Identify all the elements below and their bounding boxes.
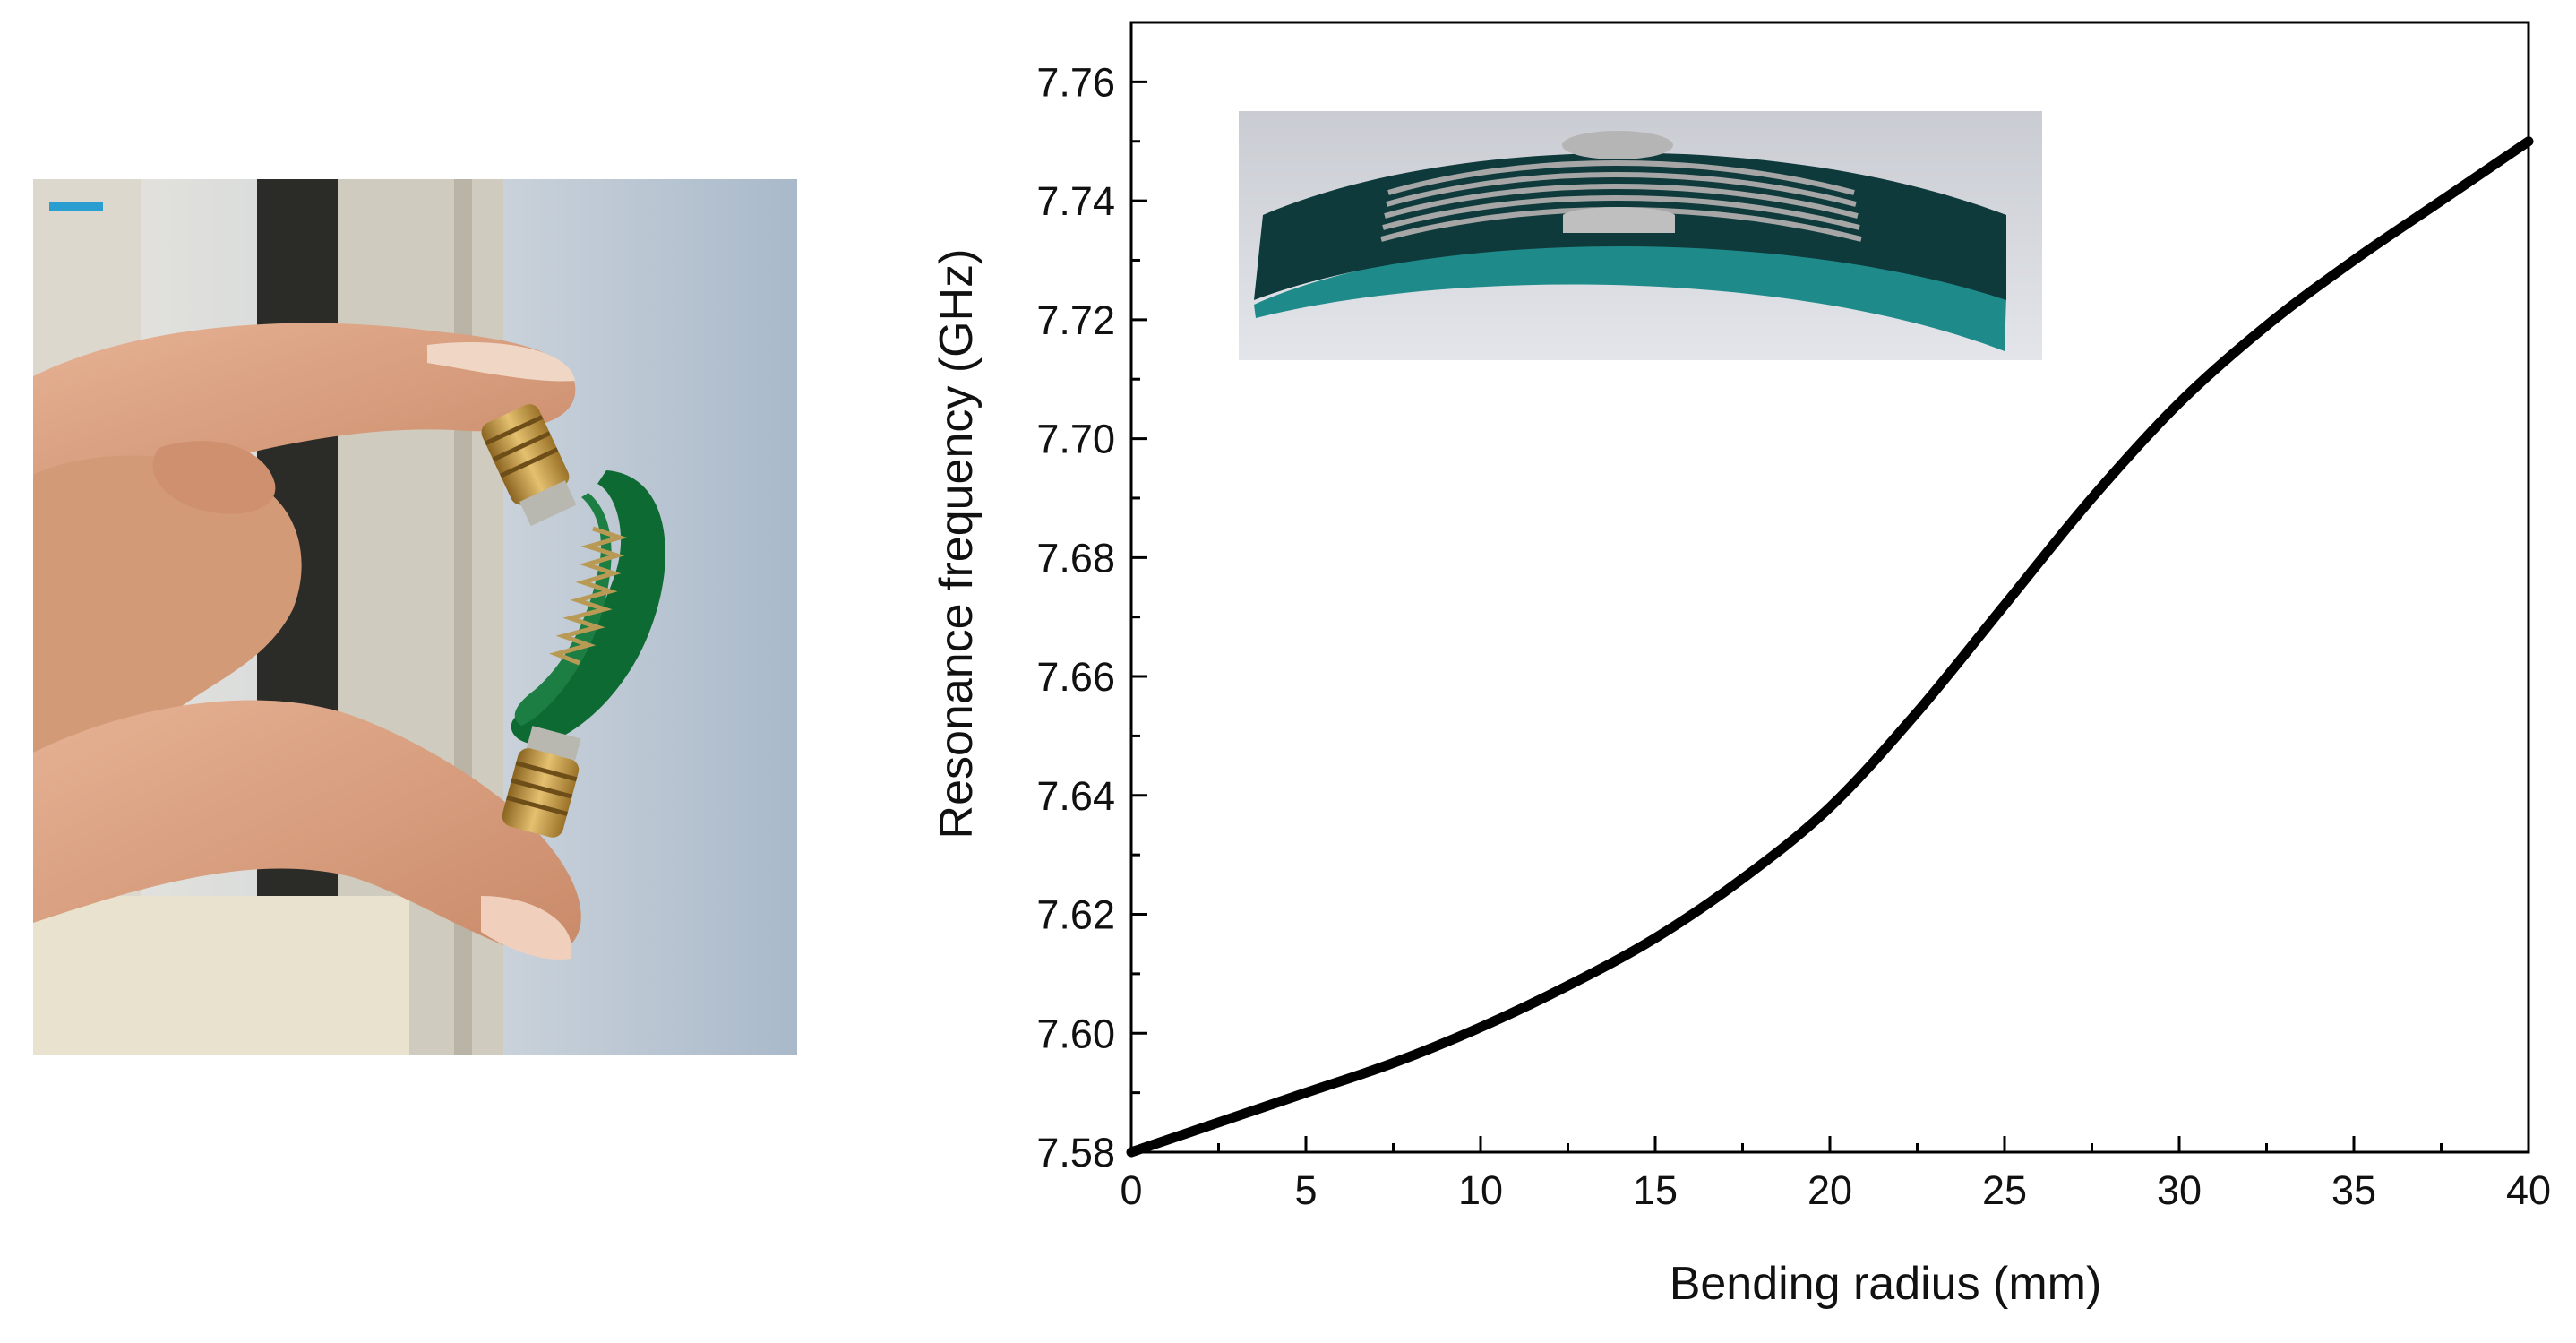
x-axis-ticks: 0 5 10 15 20 25 30 35 40 — [1120, 1136, 2551, 1213]
x-tick-label: 30 — [2157, 1167, 2202, 1213]
y-tick-label: 7.66 — [1036, 654, 1115, 700]
series-line — [1126, 136, 2534, 1158]
x-tick-label: 35 — [2331, 1167, 2376, 1213]
inset-center-pad — [1563, 207, 1675, 233]
y-axis-ticks: 7.58 7.60 7.62 7.64 7.66 7.68 7.70 7.72 7.74 7.76 — [1036, 21, 1147, 1175]
inset-top-pad — [1562, 131, 1673, 159]
top-connector-icon — [481, 404, 577, 527]
hand-holding-sensor-illustration — [33, 179, 797, 1055]
x-tick-label: 20 — [1807, 1167, 1852, 1213]
y-tick-label: 7.74 — [1036, 178, 1115, 224]
x-tick-label: 5 — [1294, 1167, 1317, 1213]
series-layer — [1126, 136, 2534, 1158]
thumb — [33, 700, 581, 955]
inset-metal-traces — [1380, 160, 1862, 242]
x-tick-label: 10 — [1458, 1167, 1503, 1213]
x-tick-label: 25 — [1982, 1167, 2027, 1213]
y-tick-label: 7.60 — [1036, 1011, 1115, 1056]
y-tick-label: 7.58 — [1036, 1130, 1115, 1175]
printed-circuit-pattern — [549, 526, 628, 666]
x-tick-label: 40 — [2506, 1167, 2551, 1213]
sensor-photo — [33, 179, 797, 1055]
flexible-sensor-icon — [511, 470, 665, 745]
x-tick-label: 15 — [1633, 1167, 1678, 1213]
y-tick-label: 7.70 — [1036, 417, 1115, 462]
palm — [33, 455, 302, 771]
bottom-connector-icon — [502, 726, 581, 838]
y-tick-label: 7.64 — [1036, 773, 1115, 819]
y-tick-label: 7.62 — [1036, 892, 1115, 938]
y-tick-label: 7.72 — [1036, 297, 1115, 343]
bent-sensor-3d-model-inset — [1239, 111, 2042, 360]
y-axis-title: Resonance frequency (GHz) — [931, 249, 983, 839]
y-tick-label: 7.68 — [1036, 535, 1115, 581]
y-tick-label: 7.76 — [1036, 59, 1115, 105]
x-tick-label: 0 — [1120, 1167, 1142, 1213]
x-axis-title: Bending radius (mm) — [1670, 1258, 2102, 1310]
inset-substrate-edge — [1254, 243, 2006, 351]
